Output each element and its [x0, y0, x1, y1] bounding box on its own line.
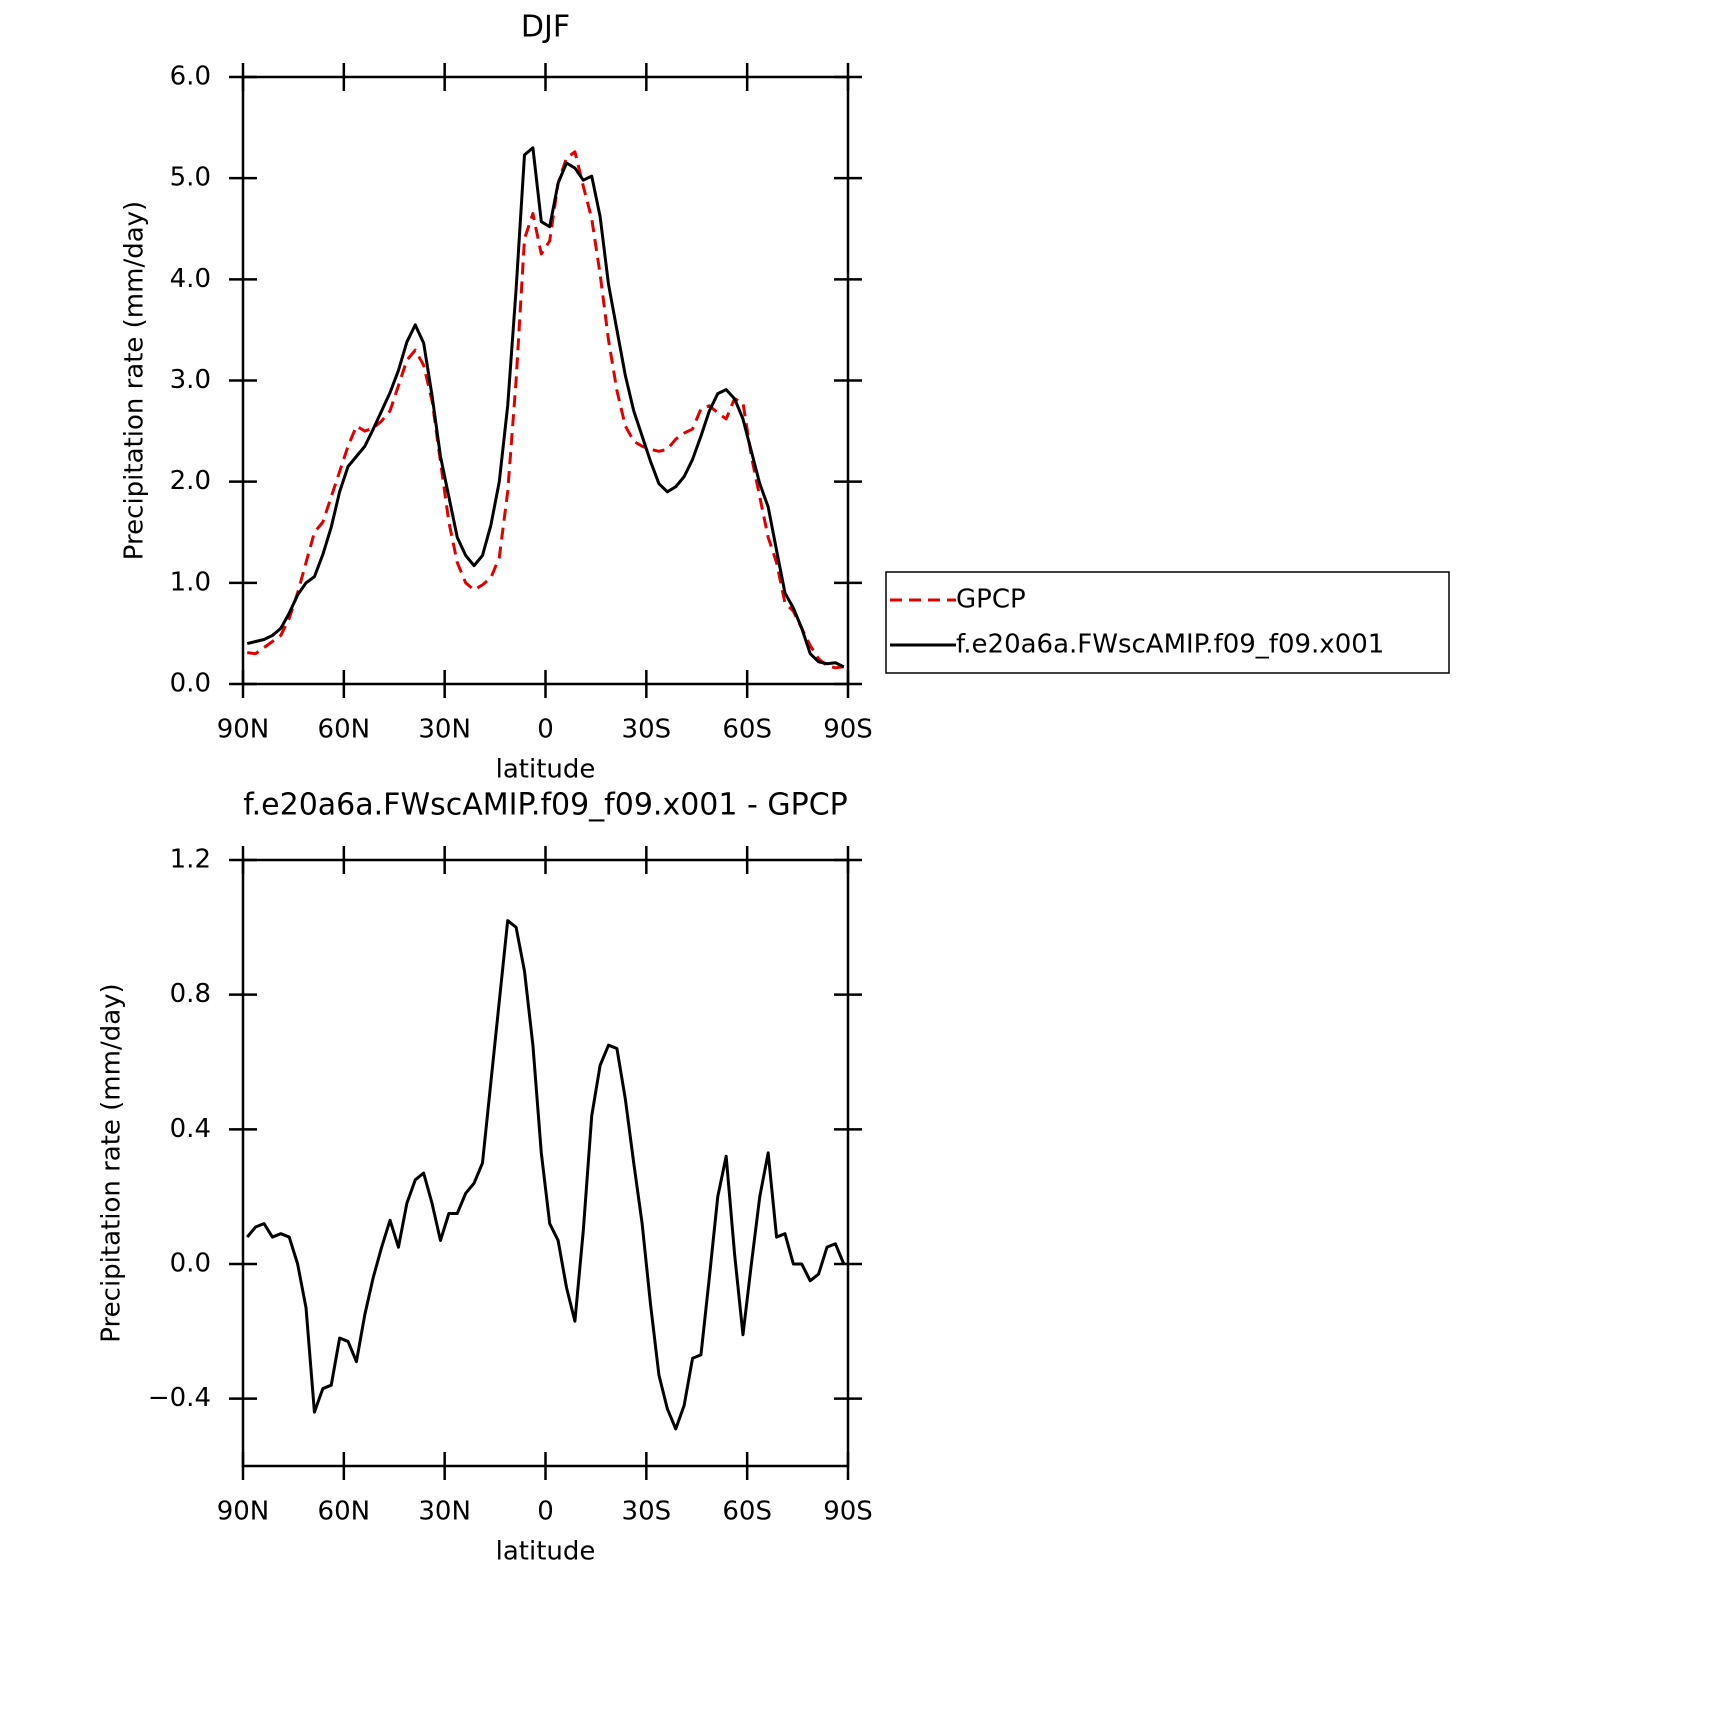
x-tick-label: 30S: [622, 1497, 672, 1527]
y-tick-label: 6.0: [170, 62, 211, 92]
x-axis-label: latitude: [496, 1537, 596, 1567]
x-axis-label: latitude: [496, 755, 596, 785]
legend: GPCP f.e20a6a.FWscAMIP.f09_f09.x001: [885, 571, 1450, 674]
legend-label: f.e20a6a.FWscAMIP.f09_f09.x001: [956, 630, 1384, 660]
y-tick-label: 5.0: [170, 163, 211, 193]
x-tick-label: 30S: [622, 715, 672, 745]
data-line: [246, 919, 846, 1431]
chart-title: f.e20a6a.FWscAMIP.f09_f09.x001 - GPCP: [243, 788, 847, 823]
legend-box: [885, 571, 1450, 674]
y-tick-label: 1.0: [170, 567, 211, 597]
x-tick-label: 0: [537, 1497, 554, 1527]
x-tick-label: 30N: [418, 1497, 471, 1527]
x-tick-label: 60S: [722, 715, 772, 745]
x-tick-label: 90N: [217, 715, 270, 745]
data-line: [247, 150, 844, 670]
y-tick-label: −0.4: [148, 1383, 211, 1413]
y-tick-label: 2.0: [170, 466, 211, 496]
plot-frame: [241, 75, 850, 686]
x-tick-label: 60N: [318, 1497, 371, 1527]
x-tick-label: 90N: [217, 1497, 270, 1527]
y-tick-label: 1.2: [170, 845, 211, 875]
legend-label: GPCP: [956, 585, 1026, 615]
x-tick-label: 90S: [823, 715, 873, 745]
chart-title: DJF: [521, 10, 570, 45]
y-axis-label: Precipitation rate (mm/day): [97, 983, 127, 1342]
x-tick-label: 90S: [823, 1497, 873, 1527]
plot-frame: [241, 858, 850, 1468]
x-tick-label: 60S: [722, 1497, 772, 1527]
y-tick-label: 0.0: [170, 669, 211, 699]
y-tick-label: 0.8: [170, 979, 211, 1009]
x-tick-label: 30N: [418, 715, 471, 745]
x-tick-label: 0: [537, 715, 554, 745]
y-tick-label: 3.0: [170, 365, 211, 395]
y-tick-label: 0.0: [170, 1249, 211, 1279]
y-tick-label: 0.4: [170, 1114, 211, 1144]
y-axis-label: Precipitation rate (mm/day): [120, 201, 150, 560]
x-tick-label: 60N: [318, 715, 371, 745]
y-tick-label: 4.0: [170, 264, 211, 294]
data-line: [246, 146, 845, 669]
